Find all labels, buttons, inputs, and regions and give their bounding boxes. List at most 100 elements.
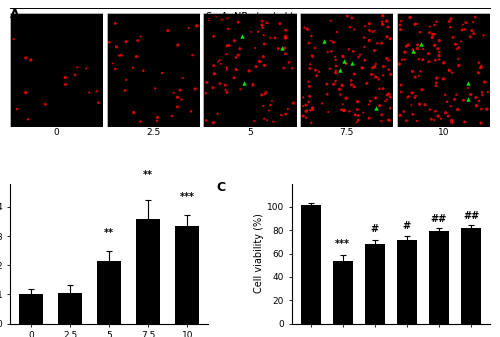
Point xyxy=(112,44,120,50)
Point xyxy=(258,18,266,24)
Point xyxy=(326,18,334,24)
Point xyxy=(202,91,210,96)
Point xyxy=(122,77,130,83)
Point xyxy=(299,95,307,100)
Point xyxy=(466,92,474,97)
Point xyxy=(282,112,290,117)
Point xyxy=(435,50,443,55)
Point xyxy=(174,104,182,110)
Point xyxy=(284,106,292,112)
Bar xyxy=(461,228,481,324)
Point xyxy=(259,103,267,109)
Point xyxy=(372,61,380,67)
Point xyxy=(442,110,450,116)
Point xyxy=(426,24,434,29)
Point xyxy=(22,90,30,95)
Point xyxy=(464,81,471,86)
Bar xyxy=(397,240,417,324)
Point xyxy=(379,73,387,78)
Point xyxy=(333,29,341,35)
Point xyxy=(312,73,320,79)
Point xyxy=(71,72,79,78)
Point xyxy=(308,33,316,39)
Point xyxy=(332,79,340,84)
Point xyxy=(303,26,311,32)
Point xyxy=(354,113,362,118)
Point xyxy=(376,103,384,108)
Point xyxy=(73,65,81,70)
Point xyxy=(262,91,270,96)
Point xyxy=(432,19,440,25)
Point xyxy=(360,35,368,40)
Point xyxy=(306,84,314,89)
Point xyxy=(342,95,350,101)
Point xyxy=(440,76,448,82)
Point xyxy=(384,117,392,123)
Point xyxy=(358,65,366,70)
Point xyxy=(222,67,230,72)
Point xyxy=(406,15,414,20)
Point xyxy=(234,53,242,58)
X-axis label: 7.5: 7.5 xyxy=(340,128,354,137)
Point xyxy=(346,24,354,30)
Point xyxy=(270,119,278,124)
Point xyxy=(447,16,455,22)
Point xyxy=(378,112,386,117)
Point xyxy=(384,67,392,72)
Point xyxy=(379,86,387,91)
Point xyxy=(136,119,144,124)
Point xyxy=(170,90,177,96)
Point xyxy=(121,88,129,93)
Point xyxy=(203,80,211,85)
Point xyxy=(396,61,404,67)
Point xyxy=(288,66,296,71)
Point xyxy=(454,45,462,51)
Point xyxy=(427,117,435,122)
Point xyxy=(435,53,443,58)
Bar xyxy=(300,205,320,324)
Point xyxy=(323,92,331,97)
Point xyxy=(426,30,434,35)
Point xyxy=(277,112,285,118)
Point xyxy=(338,107,345,113)
Point xyxy=(454,107,462,112)
Point xyxy=(459,22,467,27)
Bar xyxy=(175,226,200,324)
Point xyxy=(448,120,456,125)
Point xyxy=(306,66,314,71)
Point xyxy=(343,13,351,19)
Point xyxy=(484,89,492,95)
Point xyxy=(426,107,434,112)
Point xyxy=(376,86,384,91)
Point xyxy=(386,36,394,42)
Point xyxy=(42,102,50,107)
Point xyxy=(396,113,404,118)
Point xyxy=(236,46,244,52)
Point xyxy=(302,102,310,108)
Point xyxy=(405,94,413,99)
Point xyxy=(474,70,482,75)
Point xyxy=(452,92,460,97)
Point xyxy=(304,79,312,84)
Point xyxy=(382,19,390,24)
Point xyxy=(477,65,485,70)
Point xyxy=(412,93,420,98)
Point xyxy=(151,86,159,91)
Point xyxy=(397,89,405,95)
Point xyxy=(478,92,486,98)
Point xyxy=(350,71,358,77)
Point xyxy=(432,58,440,63)
Point xyxy=(258,25,266,30)
Point xyxy=(378,22,386,27)
Point xyxy=(397,83,405,88)
Point xyxy=(419,57,427,62)
Point xyxy=(416,68,424,74)
Point xyxy=(345,109,353,114)
Point xyxy=(258,22,266,28)
Point xyxy=(371,64,379,69)
Point xyxy=(210,71,218,76)
Point xyxy=(409,112,417,117)
Point xyxy=(353,119,361,125)
Point xyxy=(430,22,438,28)
Point xyxy=(271,35,279,40)
